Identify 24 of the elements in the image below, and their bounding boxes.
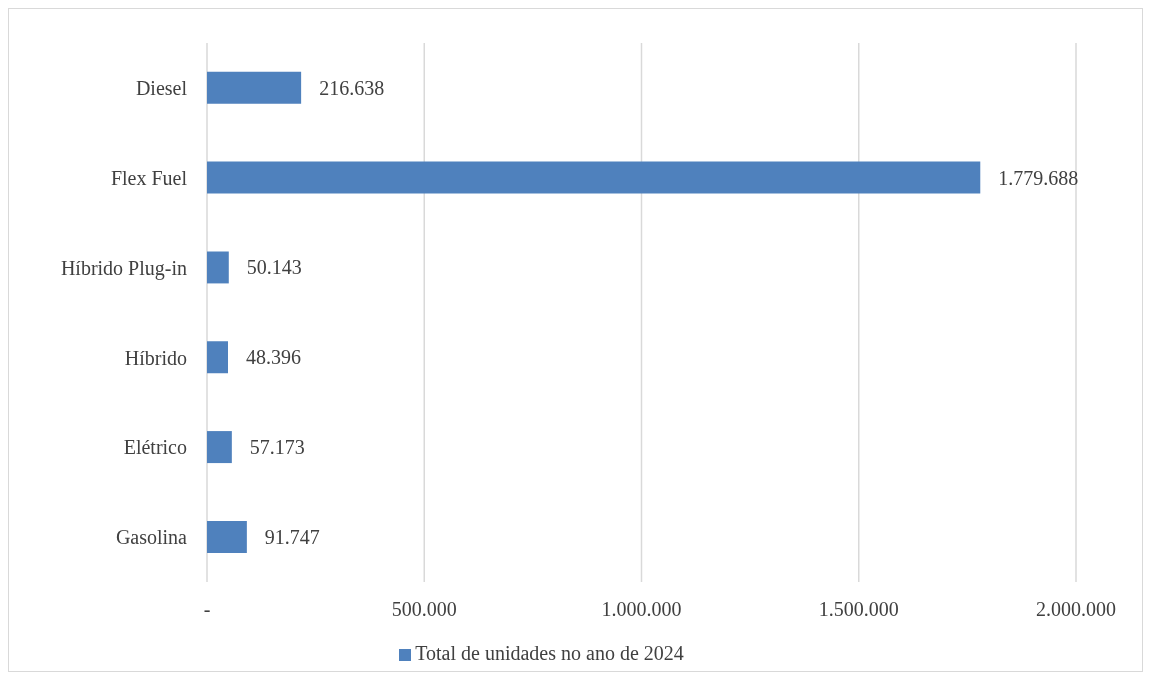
y-tick-label: Diesel bbox=[135, 77, 188, 100]
y-tick-label: Híbrido Plug-in bbox=[60, 256, 187, 280]
legend-label: Total de unidades no ano de 2024 bbox=[415, 642, 684, 664]
bar bbox=[207, 520, 247, 553]
x-tick-label: 1.000.000 bbox=[601, 598, 682, 621]
y-tick-label: Elétrico bbox=[123, 436, 187, 459]
y-tick-label: Híbrido bbox=[124, 346, 187, 369]
x-tick-label: 500.000 bbox=[391, 598, 457, 621]
data-label: 216.638 bbox=[319, 76, 385, 99]
x-tick-label: - bbox=[203, 598, 211, 621]
bar bbox=[207, 251, 229, 284]
bar bbox=[207, 161, 981, 194]
bar bbox=[207, 431, 232, 464]
bar bbox=[207, 341, 229, 374]
y-tick-label: Gasolina bbox=[115, 526, 188, 549]
data-label: 57.173 bbox=[249, 436, 305, 459]
data-label: 1.779.688 bbox=[998, 166, 1079, 189]
x-tick-label: 1.500.000 bbox=[818, 598, 899, 621]
data-label: 48.396 bbox=[246, 346, 302, 369]
data-label: 91.747 bbox=[264, 525, 320, 548]
bar bbox=[207, 71, 302, 104]
x-tick-label: 2.000.000 bbox=[1036, 598, 1116, 621]
y-tick-label: Flex Fuel bbox=[110, 166, 188, 189]
data-label: 50.143 bbox=[246, 256, 302, 279]
